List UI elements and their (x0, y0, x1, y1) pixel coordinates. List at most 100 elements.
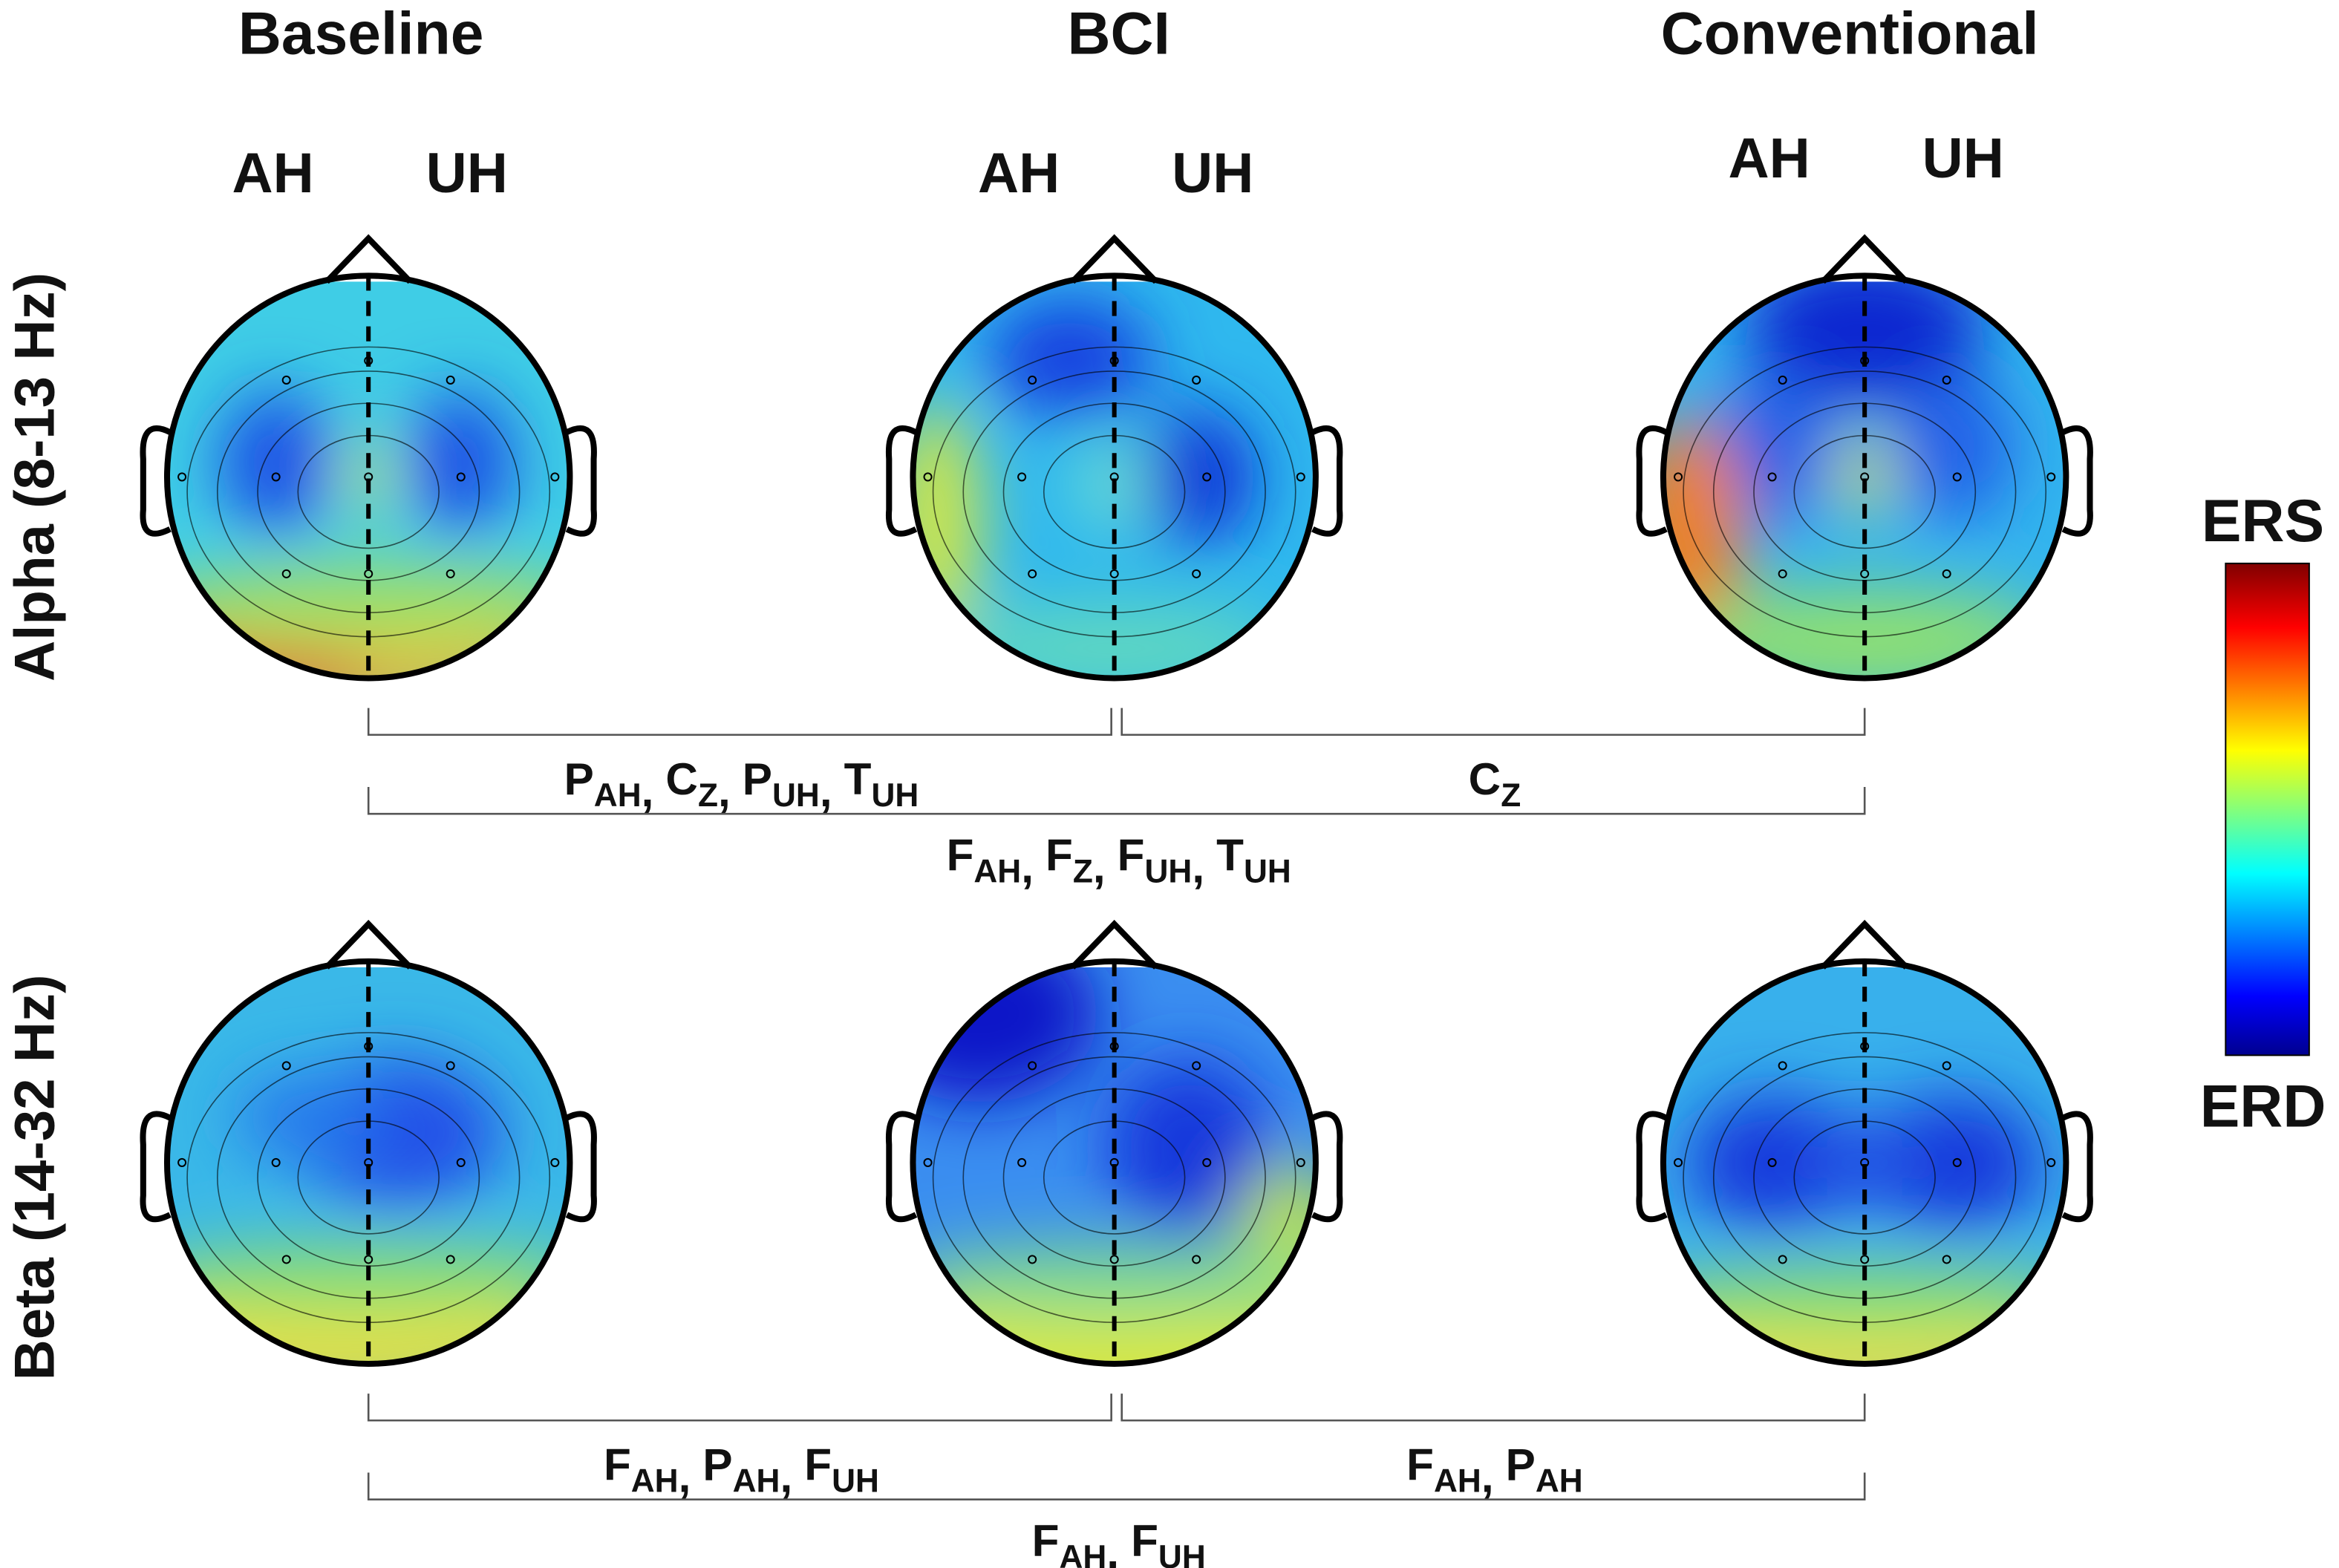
nose (1070, 234, 1158, 284)
channel-name: F (1032, 1515, 1060, 1566)
channel-subscript: Z (698, 777, 718, 814)
electrode (364, 569, 373, 578)
electrode (1192, 375, 1201, 385)
topomap-fill (167, 275, 570, 679)
channel-name: P (702, 1440, 732, 1490)
channel-name: F (804, 1440, 832, 1490)
channel-name: P (564, 754, 594, 804)
channel-subscript: UH (871, 777, 919, 814)
channel-name: T (1216, 829, 1244, 880)
topomap-region (913, 1244, 1316, 1319)
topomap-region (1136, 410, 1256, 544)
hemisphere-label: UH (426, 142, 508, 205)
electrode (1674, 472, 1683, 482)
electrode (281, 1061, 291, 1071)
channel-subscript: AH (1434, 1463, 1481, 1500)
topomap (140, 234, 597, 682)
electrode (1778, 569, 1787, 578)
electrode (456, 1157, 466, 1167)
channel-name: F (604, 1440, 631, 1490)
channel-name: T (844, 754, 872, 804)
channel-subscript: AH (973, 854, 1021, 890)
electrode (1942, 569, 1951, 578)
topomap-fill (913, 961, 1316, 1364)
significance-bracket (367, 1394, 1112, 1422)
topomap-region (234, 1073, 384, 1163)
electrode (1778, 1255, 1787, 1264)
channel-subscript: AH (631, 1463, 679, 1500)
ear (1311, 425, 1343, 537)
topomap-fill (913, 275, 1316, 679)
topomap-region (987, 298, 1152, 418)
electrode (446, 1061, 455, 1071)
nose (324, 234, 413, 284)
electrode (1952, 1157, 1962, 1167)
electrode (1028, 1061, 1037, 1071)
topomap-fill (1663, 961, 2066, 1364)
electrode (456, 472, 466, 482)
column-title: Conventional (1661, 0, 2039, 67)
hemisphere-label: AH (232, 142, 314, 205)
electrode (271, 1157, 281, 1167)
significance-bracket (1120, 708, 1866, 736)
colorbar-top-label: ERS (2202, 488, 2324, 555)
separator: , (718, 765, 731, 816)
electrode (446, 375, 455, 385)
electrode (550, 1157, 560, 1167)
separator: , (1481, 1451, 1494, 1502)
significance-channels: FAH, FZ, FUH, TUH (947, 829, 1291, 892)
electrode (923, 1157, 933, 1167)
electrode (446, 1255, 455, 1264)
electrode (550, 472, 560, 482)
electrode (1028, 375, 1037, 385)
electrode (1674, 1157, 1683, 1167)
significance-bracket (367, 787, 1866, 815)
electrode (1202, 472, 1212, 482)
separator: , (679, 1451, 691, 1502)
colorbar-bottom-label: ERD (2200, 1074, 2326, 1140)
colorbar (2225, 562, 2310, 1056)
ear (2061, 425, 2093, 537)
electrode (281, 1255, 291, 1264)
significance-channels: PAH, CZ, PUH, TUH (564, 754, 919, 816)
topomap-blobs (913, 298, 1294, 679)
ear (885, 1111, 918, 1223)
electrode (1192, 1061, 1201, 1071)
ear (565, 425, 597, 537)
electrode (271, 472, 281, 482)
ear (140, 1111, 172, 1223)
electrode (1192, 569, 1201, 578)
separator: , (820, 765, 832, 816)
channel-name: F (1045, 829, 1073, 880)
channel-subscript: UH (832, 1463, 879, 1500)
channel-subscript: Z (1501, 777, 1521, 814)
ear (885, 425, 918, 537)
channel-subscript: UH (772, 777, 820, 814)
hemisphere-label: UH (1922, 127, 2004, 190)
ear (1636, 1111, 1668, 1223)
ear (1311, 1111, 1343, 1223)
hemisphere-label: UH (1172, 142, 1253, 205)
nose (1070, 919, 1158, 970)
ear (140, 425, 172, 537)
channel-subscript: UH (1158, 1539, 1206, 1568)
electrode (281, 569, 291, 578)
electrode (1028, 1255, 1037, 1264)
separator: , (1192, 842, 1204, 892)
topomap (1636, 919, 2093, 1367)
electrode (1202, 1157, 1212, 1167)
separator: , (642, 765, 654, 816)
column-title: BCI (1068, 0, 1170, 67)
electrode (1860, 569, 1870, 578)
topomap-region (219, 390, 333, 534)
electrode (1017, 1157, 1027, 1167)
topomap-region (1894, 372, 2015, 522)
channel-name: F (1118, 829, 1145, 880)
electrode (1778, 1061, 1787, 1071)
nose (324, 919, 413, 970)
channel-subscript: AH (733, 1463, 780, 1500)
topomap-region (1841, 438, 1889, 516)
separator: , (1021, 842, 1034, 892)
